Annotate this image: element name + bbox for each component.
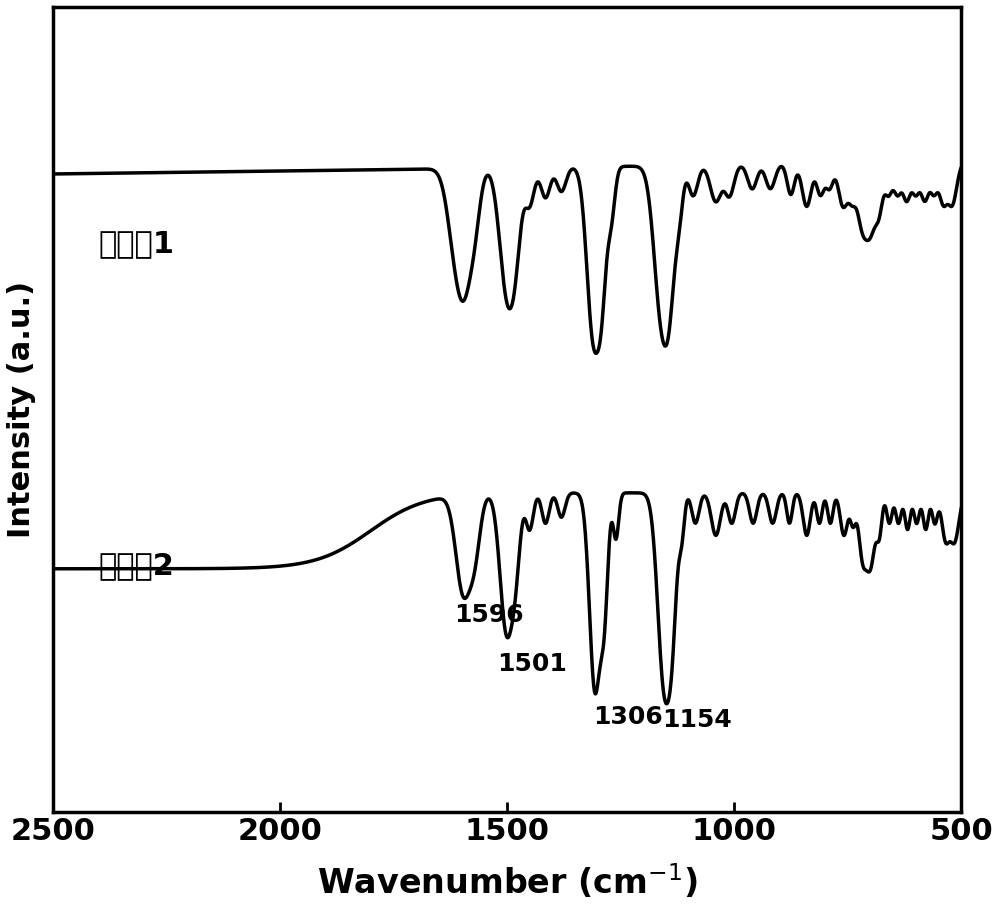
Text: 1596: 1596 bbox=[454, 604, 524, 627]
Text: 1154: 1154 bbox=[662, 708, 732, 732]
Text: 1501: 1501 bbox=[497, 652, 567, 676]
Text: 1306: 1306 bbox=[593, 706, 663, 729]
X-axis label: Wavenumber (cm$^{-1}$): Wavenumber (cm$^{-1}$) bbox=[317, 863, 697, 901]
Y-axis label: Intensity (a.u.): Intensity (a.u.) bbox=[7, 281, 36, 538]
Text: 实施例2: 实施例2 bbox=[98, 551, 174, 580]
Text: 实施例1: 实施例1 bbox=[98, 230, 174, 258]
